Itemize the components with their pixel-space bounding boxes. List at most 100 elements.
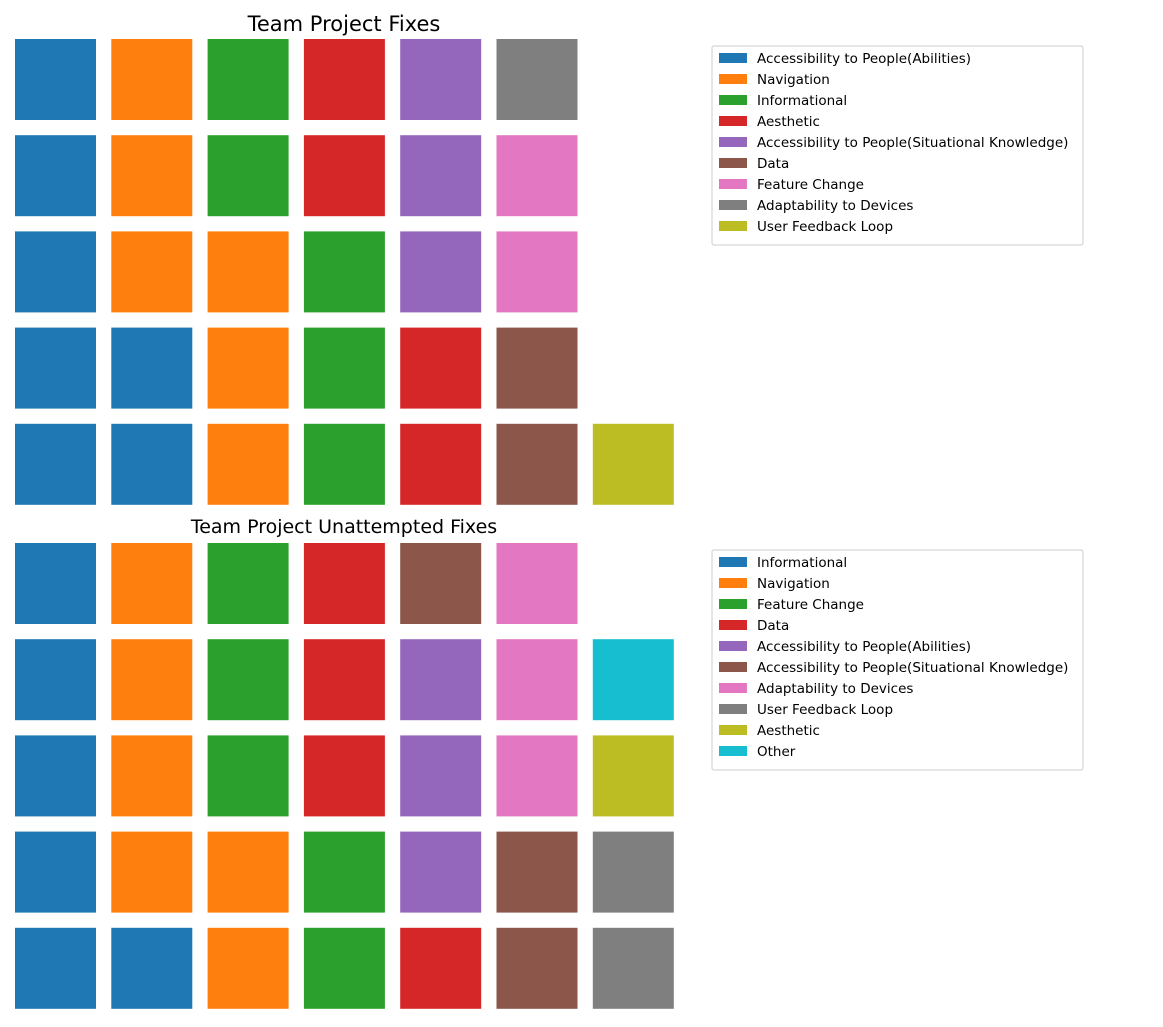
legend-label: Feature Change [757, 597, 864, 613]
chart-panel-fixes: Team Project Fixes Accessibility to Peop… [15, 12, 1084, 505]
waffle-cell [15, 423, 96, 505]
waffle-grid [15, 543, 674, 1009]
waffle-cell [496, 423, 578, 505]
waffle-cell [496, 543, 578, 624]
legend-label: Adaptability to Devices [757, 198, 913, 214]
waffle-cell [303, 327, 385, 409]
waffle-cell [111, 423, 193, 505]
legend-swatch [719, 557, 747, 567]
legend-label: Accessibility to People(Situational Know… [757, 135, 1068, 151]
legend-label: User Feedback Loop [757, 219, 893, 235]
legend-swatch [719, 683, 747, 693]
legend-label: Data [757, 156, 789, 172]
legend-label: Feature Change [757, 177, 864, 193]
waffle-cell [592, 831, 674, 913]
legend-swatch [719, 599, 747, 609]
waffle-cell [496, 735, 578, 817]
waffle-cell [303, 927, 385, 1009]
legend-swatch [719, 74, 747, 84]
waffle-cell [303, 39, 385, 120]
legend-swatch [719, 200, 747, 210]
waffle-cell [496, 327, 578, 409]
waffle-cell [111, 831, 193, 913]
waffle-cell [15, 639, 96, 721]
legend-swatch [719, 116, 747, 126]
waffle-cell [400, 927, 482, 1009]
legend-swatch [719, 95, 747, 105]
legend-label: Accessibility to People(Situational Know… [757, 660, 1068, 676]
waffle-grid [15, 39, 674, 505]
waffle-cell [207, 231, 289, 313]
legend-label: Other [757, 744, 796, 760]
waffle-cell [496, 831, 578, 913]
waffle-cell [303, 231, 385, 313]
waffle-cell [303, 639, 385, 721]
waffle-cell [111, 327, 193, 409]
waffle-cell [303, 543, 385, 624]
waffle-cell [111, 231, 193, 313]
waffle-cell [207, 39, 289, 120]
waffle-cell [592, 927, 674, 1009]
waffle-cell [15, 135, 96, 217]
waffle-cell [207, 639, 289, 721]
waffle-cell [592, 639, 674, 721]
waffle-cell [207, 423, 289, 505]
waffle-cell [207, 543, 289, 624]
waffle-cell [207, 831, 289, 913]
legend-swatch [719, 662, 747, 672]
legend-swatch [719, 620, 747, 630]
legend-label: User Feedback Loop [757, 702, 893, 718]
chart-panel-unattempted-fixes: Team Project Unattempted Fixes Informati… [15, 516, 1084, 1009]
chart-title: Team Project Fixes [247, 12, 441, 36]
waffle-cell [400, 639, 482, 721]
waffle-cell [207, 927, 289, 1009]
waffle-cell [400, 327, 482, 409]
legend-label: Adaptability to Devices [757, 681, 913, 697]
waffle-cell [111, 543, 193, 624]
waffle-cell [400, 735, 482, 817]
legend-frame [711, 549, 1084, 771]
waffle-cell [15, 543, 96, 624]
waffle-cell [207, 735, 289, 817]
legend: Accessibility to People(Abilities) Naviga… [711, 45, 1084, 246]
legend-swatch [719, 641, 747, 651]
legend-label: Accessibility to People(Abilities) [757, 639, 971, 655]
legend-label: Data [757, 618, 789, 634]
waffle-cell [303, 135, 385, 217]
waffle-cell [15, 927, 96, 1009]
waffle-cell [496, 231, 578, 313]
legend-label: Aesthetic [757, 114, 820, 130]
legend-swatch [719, 578, 747, 588]
waffle-cell [207, 135, 289, 217]
waffle-cell [496, 927, 578, 1009]
legend-swatch [719, 158, 747, 168]
waffle-cell [496, 135, 578, 217]
waffle-cell [111, 639, 193, 721]
legend-label: Accessibility to People(Abilities) [757, 51, 971, 67]
legend-label: Aesthetic [757, 723, 820, 739]
legend-swatch [719, 137, 747, 147]
waffle-cell [207, 327, 289, 409]
waffle-cell [15, 39, 96, 120]
waffle-cell [592, 423, 674, 505]
waffle-cell [111, 927, 193, 1009]
legend-swatch [719, 746, 747, 756]
waffle-cell [303, 735, 385, 817]
legend-label: Informational [757, 555, 847, 571]
waffle-cell [15, 231, 96, 313]
waffle-cell [400, 135, 482, 217]
waffle-cell [303, 423, 385, 505]
waffle-cell [496, 39, 578, 120]
waffle-cell [400, 831, 482, 913]
waffle-cell [111, 135, 193, 217]
legend-swatch [719, 221, 747, 231]
waffle-cell [496, 639, 578, 721]
waffle-cell [15, 831, 96, 913]
legend: Informational Navigation Feature Change Dat… [711, 549, 1084, 771]
waffle-cell [400, 423, 482, 505]
legend-label: Navigation [757, 576, 830, 592]
legend-swatch [719, 179, 747, 189]
waffle-cell [400, 231, 482, 313]
legend-swatch [719, 704, 747, 714]
